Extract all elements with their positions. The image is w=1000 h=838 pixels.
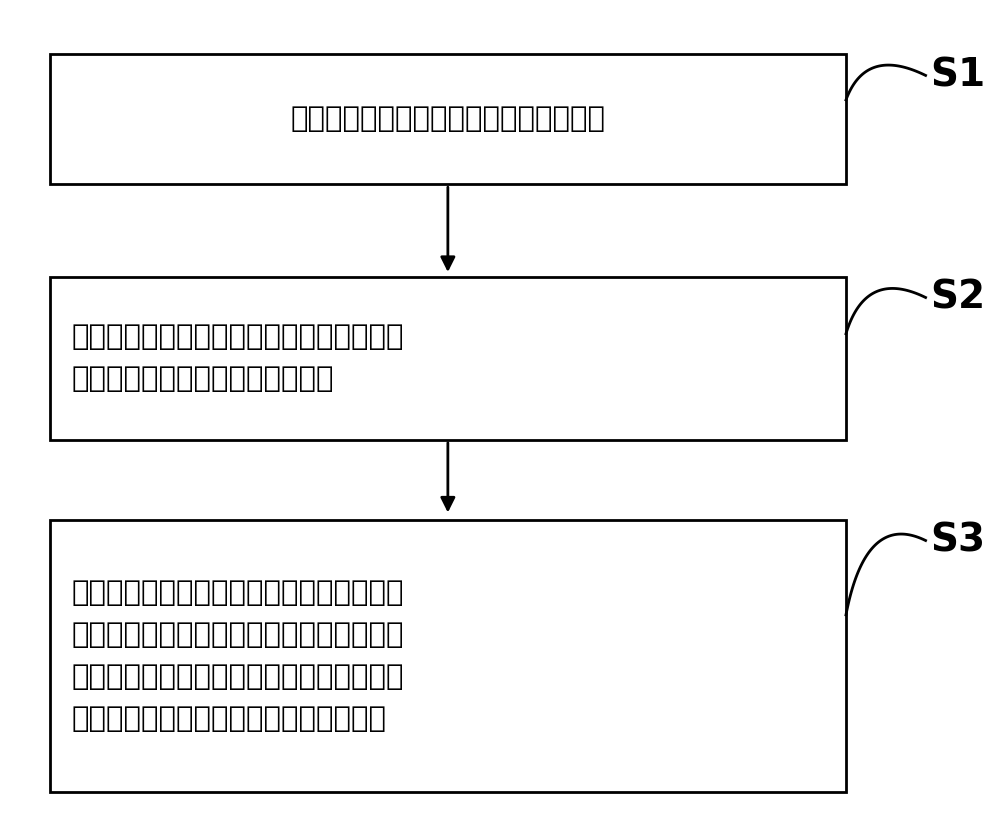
Text: S2: S2: [931, 278, 986, 317]
Bar: [50, 520, 846, 792]
Text: 进行退火处理以获得改性锂电池正极材料: 进行退火处理以获得改性锂电池正极材料: [72, 705, 387, 732]
Text: 提供正极前驱体材料或者待改性正极材料: 提供正极前驱体材料或者待改性正极材料: [290, 106, 605, 133]
Bar: [50, 54, 846, 184]
Text: 料和锂源镛烧处理以获得改性锂电池正极材: 料和锂源镛烧处理以获得改性锂电池正极材: [72, 621, 404, 649]
Text: 料；将沉积金属氧化物薄膜层后的正极材料: 料；将沉积金属氧化物薄膜层后的正极材料: [72, 663, 404, 691]
Text: S3: S3: [931, 521, 986, 560]
Text: 在所述正极前驱体材料或者待改性正极材料: 在所述正极前驱体材料或者待改性正极材料: [72, 323, 404, 351]
Bar: [50, 277, 846, 440]
Text: 的表面沉积金属氧化物薄膜层；及: 的表面沉积金属氧化物薄膜层；及: [72, 365, 334, 393]
Text: S1: S1: [931, 56, 986, 95]
Text: 将沉积金属氧化物薄膜层后的正极前驱体材: 将沉积金属氧化物薄膜层后的正极前驱体材: [72, 579, 404, 607]
